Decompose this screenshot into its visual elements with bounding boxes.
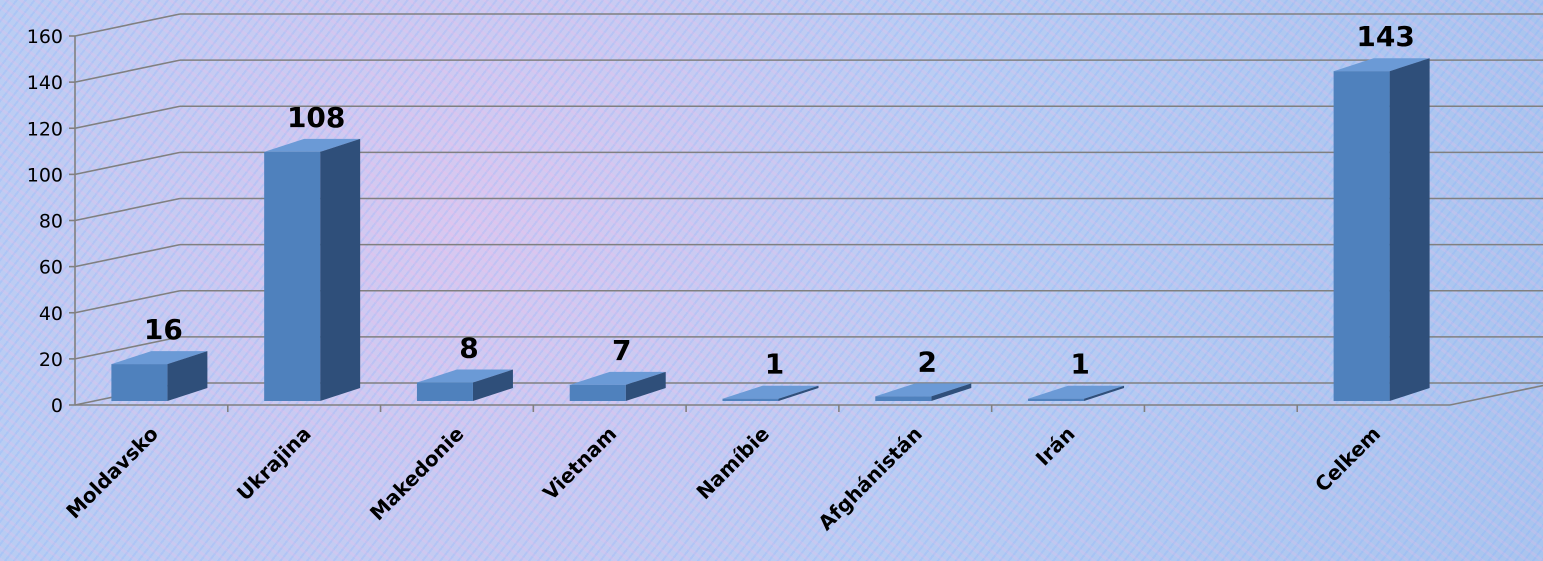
bar xyxy=(569,384,626,401)
bar-top xyxy=(875,383,972,397)
bar-top xyxy=(722,385,819,399)
bar xyxy=(875,396,932,401)
axes xyxy=(74,36,1543,412)
bar-top xyxy=(264,138,361,152)
data-label: 7 xyxy=(612,334,631,367)
gridline-wall xyxy=(74,197,181,222)
bar-top xyxy=(1333,58,1430,72)
bar xyxy=(264,151,321,401)
y-tick-label: 100 xyxy=(27,164,63,186)
bar-side xyxy=(931,383,972,401)
gridline-wall xyxy=(74,243,181,268)
gridline-wall xyxy=(74,336,181,360)
bar xyxy=(416,382,473,401)
gridline-wall xyxy=(74,289,181,314)
gridline-wall xyxy=(74,105,181,130)
y-tick-label: 120 xyxy=(27,118,63,140)
bar-side xyxy=(320,138,361,402)
data-label: 2 xyxy=(918,345,937,378)
data-label: 1 xyxy=(765,348,784,381)
gridline-wall xyxy=(74,59,181,83)
gridline-wall xyxy=(74,151,181,176)
y-tick-label: 160 xyxy=(27,26,63,48)
y-tick-label: 20 xyxy=(39,349,63,371)
category-label: Irán xyxy=(1031,422,1080,471)
bar-side xyxy=(1084,385,1125,401)
category-labels: Moldavsko Ukrajina Makedonie Vietnam Namíbie… xyxy=(61,422,1385,536)
bar-top xyxy=(569,371,666,385)
bar xyxy=(1333,71,1390,402)
y-axis-ticks: 0 20 40 60 80 100 120 140 160 xyxy=(27,26,75,417)
bar-side xyxy=(625,371,666,401)
floor-right-edge xyxy=(1449,384,1543,406)
data-label: 108 xyxy=(287,101,345,134)
category-label: Afghánistán xyxy=(813,422,927,536)
category-label: Ukrajina xyxy=(232,422,316,506)
bar-side xyxy=(778,385,819,401)
category-label: Celkem xyxy=(1310,422,1385,497)
gridlines xyxy=(74,13,1543,406)
category-label: Namíbie xyxy=(692,422,774,504)
y-tick-label: 140 xyxy=(27,72,63,94)
data-label: 1 xyxy=(1070,348,1089,381)
y-tick-label: 80 xyxy=(39,211,63,233)
data-label: 8 xyxy=(459,332,478,365)
category-label: Vietnam xyxy=(538,422,621,505)
bar xyxy=(1028,398,1085,401)
category-label: Makedonie xyxy=(365,422,469,526)
bar-side xyxy=(472,369,513,401)
data-label: 143 xyxy=(1356,20,1414,53)
y-tick-label: 60 xyxy=(39,257,63,279)
bar xyxy=(722,398,779,401)
category-label: Moldavsko xyxy=(61,422,163,524)
y-tick-label: 40 xyxy=(39,303,63,325)
bar-side xyxy=(167,351,208,401)
bars xyxy=(111,58,1430,402)
bar-top xyxy=(1028,385,1125,399)
gridline-wall xyxy=(74,13,181,37)
bar-side xyxy=(1389,58,1430,402)
bar-top xyxy=(416,369,513,383)
bar-top xyxy=(111,351,208,365)
y-tick-label: 0 xyxy=(51,395,63,417)
data-labels: 16 108 8 7 1 2 1 143 xyxy=(144,20,1415,380)
data-label: 16 xyxy=(144,313,183,346)
bar xyxy=(111,364,168,401)
